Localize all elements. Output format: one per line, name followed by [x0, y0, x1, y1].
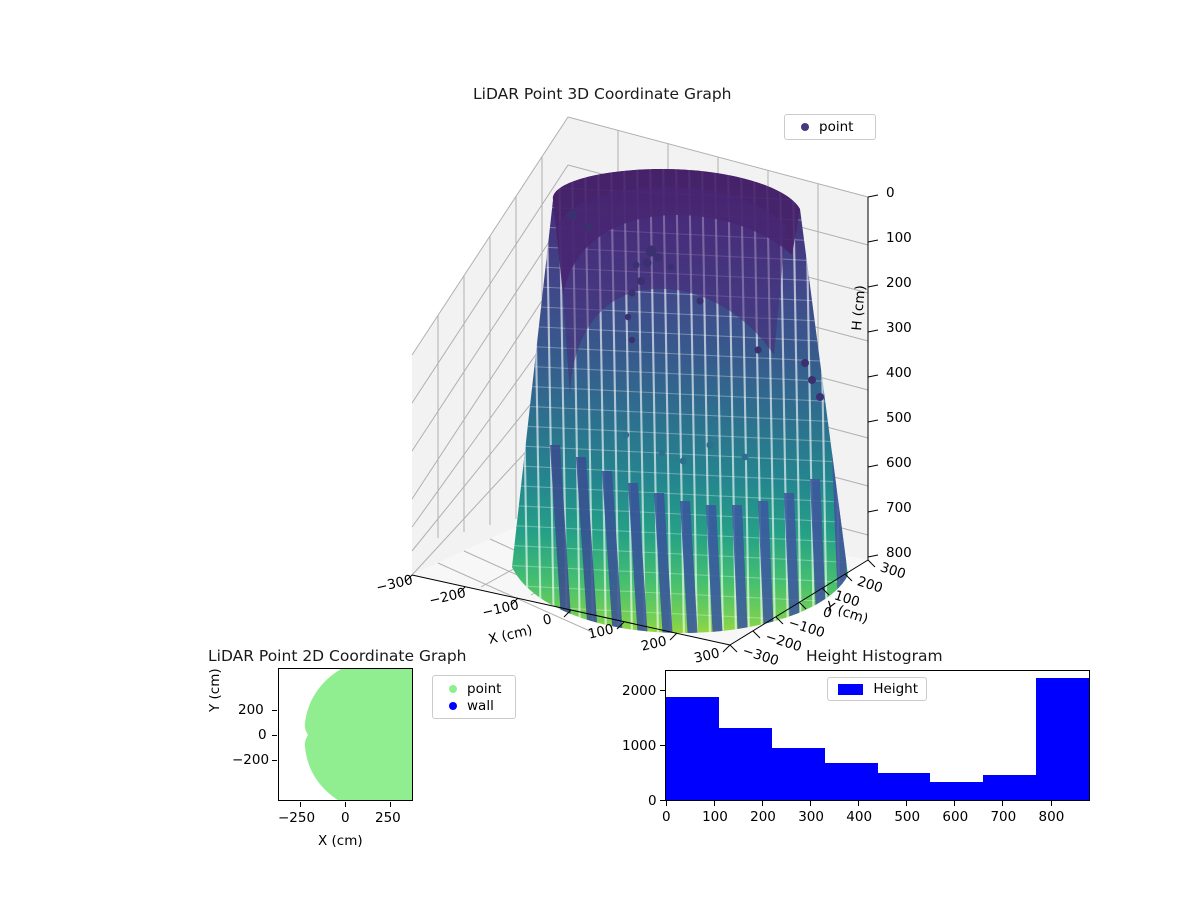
x-tick-label-2d: 0 [341, 810, 350, 826]
axes-3d-scatter[interactable]: −300 −200 −100 0 100 200 300 X (cm) −300… [375, 105, 912, 669]
histogram-bar [771, 747, 825, 800]
grid-left-pane [411, 116, 569, 576]
histogram-bar [1036, 678, 1089, 800]
x-tick-label: 300 [692, 645, 722, 667]
x-tick-label-hist: 700 [990, 809, 1017, 825]
panel-3d-title: LiDAR Point 3D Coordinate Graph [473, 85, 732, 103]
axes-3d-canvas [404, 116, 879, 653]
x-tick-mark [954, 801, 956, 806]
histogram-bar [718, 727, 772, 800]
legend-label: point [467, 680, 502, 697]
y-tick-label-2d: 200 [238, 702, 264, 718]
point-marker-icon [449, 684, 457, 693]
height-bar-swatch-icon [838, 683, 864, 695]
legend-item-wall: wall [441, 697, 507, 714]
x-tick-label-hist: 0 [662, 809, 671, 825]
x-tick-label-hist: 600 [942, 809, 969, 825]
legend-2d: point wall [432, 675, 516, 719]
x-tick-mark [666, 801, 667, 806]
point-cloud-3d [512, 169, 848, 633]
x-tick-label-2d: −250 [278, 810, 316, 826]
ceiling-sweep-inner [558, 187, 786, 395]
z-tick-label: 500 [886, 410, 912, 426]
y-tick-label-2d: 0 [258, 727, 267, 743]
y-tick-label-hist: 0 [648, 793, 657, 809]
x-tick-label-hist: 400 [846, 809, 873, 825]
legend-label: wall [467, 697, 494, 714]
legend-item-point: point [793, 119, 867, 135]
axes-2d-scatter[interactable] [278, 668, 413, 801]
scatter-2d-canvas [304, 669, 412, 800]
x-tick-mark [906, 801, 908, 806]
histogram-bar [983, 775, 1037, 800]
y-tick-label-hist: 1000 [622, 738, 657, 754]
histogram-bar [877, 772, 931, 800]
scan-columns [518, 169, 842, 633]
x-tick-label-hist: 800 [1038, 809, 1065, 825]
panel-hist-title: Height Histogram [806, 647, 943, 665]
x-tick-mark [762, 801, 764, 806]
z-tick-marks-3d [867, 194, 879, 558]
legend-3d: point [784, 114, 876, 140]
x-tick-mark [1002, 801, 1004, 806]
y-axis-label-2d: Y (cm) [207, 668, 223, 712]
y-tick-label-2d: −200 [232, 752, 270, 768]
histogram-bars [666, 671, 1089, 800]
x-tick-mark [810, 801, 812, 806]
z-tick-label: 600 [886, 455, 912, 471]
legend-label: Height [873, 681, 918, 697]
legend-label: point [819, 119, 854, 135]
x-tick-label-hist: 200 [750, 809, 776, 825]
axes-histogram[interactable] [665, 670, 1090, 801]
wall-marker-icon [449, 701, 457, 710]
z-tick-label: 100 [886, 230, 912, 246]
y-tick-marks-3d [729, 559, 876, 653]
noise-points [567, 210, 824, 401]
legend-histogram: Height [827, 677, 927, 701]
x-tick-label-hist: 500 [894, 809, 921, 825]
x-axis-label-2d: X (cm) [318, 833, 363, 849]
point-region-2d [304, 669, 412, 800]
foreground-columns [550, 405, 848, 633]
x-tick-label-hist: 300 [798, 809, 824, 825]
z-tick-label: 0 [886, 185, 895, 201]
legend-item-point: point [441, 680, 507, 697]
x-tick-mark [1050, 801, 1052, 806]
histogram-bar [930, 781, 984, 800]
x-tick-mark [858, 801, 860, 806]
x-tick-label-hist: 100 [702, 809, 728, 825]
z-tick-label: 400 [886, 365, 912, 381]
z-tick-label: 300 [886, 320, 912, 336]
x-tick-mark [714, 801, 716, 806]
z-tick-label: 800 [886, 545, 912, 561]
legend-item-height: Height [836, 681, 918, 697]
noise-points-mid [622, 431, 749, 465]
x-tick-label-2d: 250 [375, 810, 401, 826]
panel-2d-title: LiDAR Point 2D Coordinate Graph [208, 647, 467, 665]
y-tick-label-hist: 2000 [622, 683, 657, 699]
z-tick-label: 700 [886, 500, 912, 516]
histogram-bar [824, 763, 878, 800]
x-tick-marks-3d [404, 574, 731, 653]
point-marker-icon [801, 123, 809, 131]
histogram-bar [666, 696, 719, 800]
z-tick-label: 200 [886, 275, 912, 291]
